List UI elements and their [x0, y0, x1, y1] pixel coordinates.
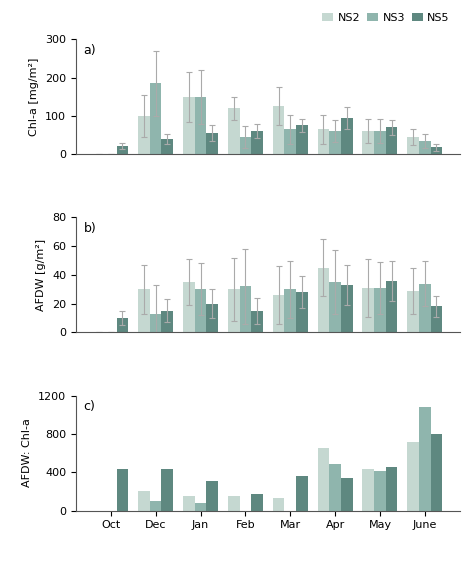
Bar [341, 478, 353, 511]
Text: a): a) [83, 44, 96, 57]
Bar [138, 289, 150, 332]
Y-axis label: AFDW: Chl-a: AFDW: Chl-a [22, 419, 32, 488]
Bar [239, 286, 251, 332]
Bar [251, 131, 263, 154]
Bar [195, 96, 206, 154]
Bar [162, 470, 173, 511]
Bar [195, 503, 206, 511]
Bar [251, 494, 263, 511]
Bar [138, 116, 150, 154]
Text: b): b) [83, 222, 96, 235]
Bar [117, 470, 128, 511]
Bar [228, 496, 239, 511]
Bar [183, 96, 195, 154]
Bar [374, 131, 386, 154]
Bar [431, 306, 442, 332]
Bar [318, 268, 329, 332]
Bar [296, 126, 308, 154]
Bar [162, 139, 173, 154]
Y-axis label: AFDW [g/m²]: AFDW [g/m²] [36, 239, 46, 311]
Bar [150, 84, 162, 154]
Bar [284, 289, 296, 332]
Bar [318, 448, 329, 511]
Bar [419, 283, 431, 332]
Text: c): c) [83, 400, 95, 413]
Bar [183, 282, 195, 332]
Bar [329, 463, 341, 511]
Bar [228, 289, 239, 332]
Bar [363, 131, 374, 154]
Bar [150, 314, 162, 332]
Bar [419, 407, 431, 511]
Bar [431, 434, 442, 511]
Bar [329, 282, 341, 332]
Bar [183, 496, 195, 511]
Bar [138, 491, 150, 511]
Bar [273, 295, 284, 332]
Bar [206, 133, 218, 154]
Bar [284, 129, 296, 154]
Bar [195, 289, 206, 332]
Bar [431, 148, 442, 154]
Bar [374, 471, 386, 511]
Bar [419, 141, 431, 154]
Bar [296, 476, 308, 511]
Bar [386, 127, 398, 154]
Bar [386, 467, 398, 511]
Bar [386, 280, 398, 332]
Bar [273, 498, 284, 511]
Bar [117, 146, 128, 154]
Bar [318, 129, 329, 154]
Bar [228, 108, 239, 154]
Bar [363, 470, 374, 511]
Legend: NS2, NS3, NS5: NS2, NS3, NS5 [318, 8, 454, 27]
Bar [341, 118, 353, 154]
Bar [407, 291, 419, 332]
Bar [150, 501, 162, 511]
Bar [117, 318, 128, 332]
Bar [341, 285, 353, 332]
Bar [329, 131, 341, 154]
Bar [251, 311, 263, 332]
Bar [407, 442, 419, 511]
Bar [273, 107, 284, 154]
Bar [374, 288, 386, 332]
Bar [162, 311, 173, 332]
Bar [206, 481, 218, 511]
Bar [239, 137, 251, 154]
Bar [363, 288, 374, 332]
Bar [296, 292, 308, 332]
Y-axis label: Chl-a [mg/m²]: Chl-a [mg/m²] [29, 58, 39, 136]
Bar [206, 304, 218, 332]
Bar [407, 137, 419, 154]
